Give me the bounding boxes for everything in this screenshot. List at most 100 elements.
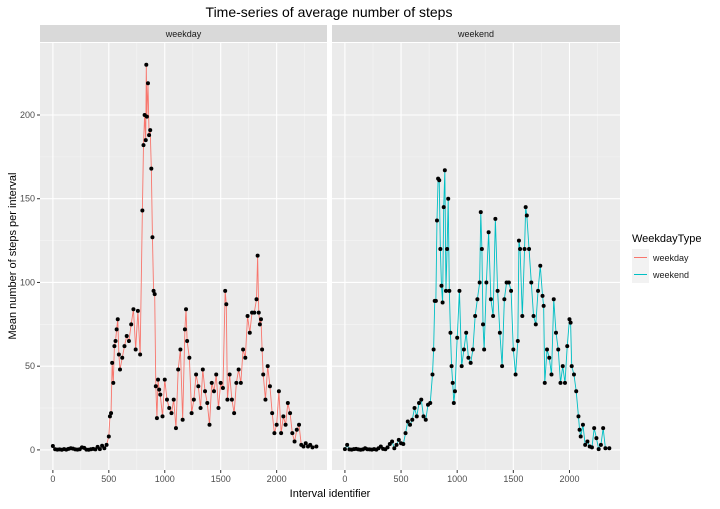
data-point-weekend [447,288,452,293]
data-point-weekend [520,313,525,318]
x-tick-label: 1500 [211,474,231,484]
data-point-weekend [431,347,436,352]
x-axis-weekday: 0 500 1000 1500 2000 [50,470,287,484]
data-point-weekend [502,297,507,302]
legend-label-weekday: weekday [652,253,689,263]
data-point-weekend [533,322,538,327]
data-point-weekend [401,442,406,447]
x-tick-label: 500 [394,474,409,484]
data-point-weekend [433,298,438,303]
data-point-weekday [145,81,150,86]
data-point-weekday [151,288,156,293]
data-point-weekday [115,317,120,322]
data-point-weekend [450,380,455,385]
data-point-weekend [448,330,453,335]
data-point-weekend [583,442,588,447]
data-point-weekend [603,446,608,451]
data-point-weekend [513,372,518,377]
data-point-weekday [203,389,208,394]
data-point-weekend [516,238,521,243]
x-tick-label: 2000 [559,474,579,484]
data-point-weekend [524,213,529,218]
data-point-weekday [138,352,143,357]
data-point-weekday [152,292,157,297]
data-point-weekday [102,446,107,451]
data-point-weekday [314,444,319,449]
data-point-weekend [589,445,594,450]
data-point-weekend [439,283,444,288]
data-point-weekday [297,422,302,427]
data-point-weekday [274,422,279,427]
data-point-weekday [243,355,248,360]
series-weekend [342,168,612,452]
data-point-weekday [303,441,308,446]
data-point-weekend [473,313,478,318]
data-point-weekend [449,364,454,369]
data-point-weekend [578,434,583,439]
data-point-weekend [438,246,443,251]
data-point-weekday [257,322,262,327]
data-point-weekday [173,426,178,431]
data-point-weekend [459,364,464,369]
data-point-weekend [518,246,523,251]
data-point-weekend [408,422,413,427]
data-point-weekday [252,310,257,315]
data-point-weekend [455,335,460,340]
data-point-weekend [481,322,486,327]
data-point-weekday [245,313,250,318]
data-point-weekend [549,372,554,377]
data-point-weekday [283,422,288,427]
data-point-weekday [169,411,174,416]
data-point-weekend [562,380,567,385]
data-point-weekday [120,355,125,360]
data-point-weekday [234,380,239,385]
data-point-weekday [154,416,159,421]
data-point-weekend [464,330,469,335]
data-point-weekday [261,372,266,377]
data-point-weekend [527,246,532,251]
data-point-weekday [135,308,140,313]
data-point-weekend [410,417,415,422]
data-point-weekday [265,364,270,369]
data-point-weekday [227,372,232,377]
x-tick-label: 0 [50,474,55,484]
data-point-weekday [141,143,146,148]
strip-background-weekend [332,25,620,42]
data-point-weekday [191,397,196,402]
legend-label-weekend: weekend [652,270,689,280]
data-point-weekday [301,444,306,449]
data-point-weekend [558,380,563,385]
data-point-weekday [211,389,216,394]
data-point-weekday [229,397,234,402]
data-point-weekday [194,372,199,377]
data-point-weekend [523,205,528,210]
data-point-weekend [390,439,395,444]
data-point-weekday [184,307,189,312]
data-point-weekday [131,307,136,312]
data-point-weekend [442,168,447,173]
data-point-weekday [279,431,284,436]
legend-title: WeekdayType [632,233,702,245]
data-point-weekend [522,246,527,251]
data-point-weekday [113,339,118,344]
legend-key-weekend: weekend [632,266,689,283]
strip-label-weekday: weekday [165,29,202,39]
data-point-weekend [541,303,546,308]
data-point-weekend [419,397,424,402]
data-point-weekday [276,389,281,394]
data-point-weekend [568,320,573,325]
y-axis: 0 50 100 150 200 [20,110,40,455]
y-tick-label: 100 [20,277,35,287]
data-point-weekday [198,406,203,411]
y-tick-label: 0 [30,445,35,455]
data-point-weekend [421,414,426,419]
data-point-weekend [482,347,487,352]
series-weekday [50,62,319,452]
panel-weekend: weekend 0 500 1000 1500 2000 [332,25,620,484]
data-point-weekend [506,280,511,285]
data-point-weekend [457,288,462,293]
data-point-weekday [232,411,237,416]
data-point-weekend [567,317,572,322]
data-point-weekday [223,288,228,293]
x-tick-label: 500 [101,474,116,484]
